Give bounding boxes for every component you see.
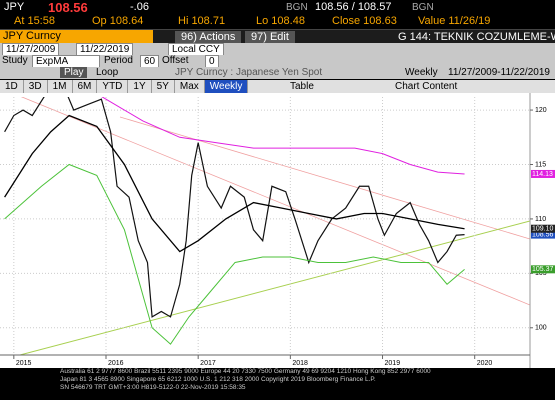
price-tag: 114.13 xyxy=(532,171,553,178)
study-row: Study ExpMA Period 60 Offset 0 xyxy=(0,55,555,68)
plot xyxy=(4,97,465,345)
toolbar: JPY Curncy 96) Actions 97) Edit G 144: T… xyxy=(0,29,555,44)
source: BGN xyxy=(412,2,434,13)
close: Close 108.63 xyxy=(332,15,397,27)
trend-line xyxy=(119,116,530,240)
trend-lines xyxy=(19,97,530,355)
price-tag-box xyxy=(531,230,555,239)
period-tabs: 1D 3D 1M 6M YTD 1Y 5Y Max Weekly xyxy=(0,80,249,93)
tab[interactable]: Weekly xyxy=(204,80,249,93)
price-tag: 105.37 xyxy=(532,266,554,273)
y-tick-label: 115 xyxy=(535,161,546,168)
price-tag-box xyxy=(531,224,555,233)
tab[interactable]: 1M xyxy=(48,80,73,93)
footer-line: Australia 61 2 9777 8600 Brazil 5511 239… xyxy=(60,368,431,375)
frequency: Weekly xyxy=(405,67,438,78)
date-row: 11/27/2009 11/22/2019 Local CCY xyxy=(0,43,555,56)
high: Hi 108.71 xyxy=(178,15,226,27)
footer: Australia 61 2 9777 8600 Brazil 5511 239… xyxy=(60,368,431,392)
series-line xyxy=(4,114,465,253)
tab[interactable]: YTD xyxy=(97,80,129,93)
y-tick-label: 100 xyxy=(535,325,547,332)
tab[interactable]: 1Y xyxy=(128,80,152,93)
period-label: Period xyxy=(104,55,133,66)
x-tick-label: 2016 xyxy=(108,360,124,367)
tab-row: 1D 3D 1M 6M YTD 1Y 5Y Max Weekly Table Chart Con… xyxy=(0,80,555,93)
value-date: Value 11/26/19 xyxy=(418,15,491,27)
chart-content-button[interactable]: Chart Content xyxy=(395,81,458,92)
price-tag-box xyxy=(531,265,555,274)
edit-menu[interactable]: 97) Edit xyxy=(245,31,295,43)
low: Lo 108.48 xyxy=(256,15,305,27)
stats-row: At 15:58 Op 108.64 Hi 108.71 Lo 108.48 C… xyxy=(0,15,555,28)
x-tick-label: 2017 xyxy=(200,360,216,367)
play-row: Play Loop JPY Curncy : Japanese Yen Spot… xyxy=(0,67,555,79)
x-tick-label: 2015 xyxy=(16,360,32,367)
last-price: 108.56 xyxy=(48,0,88,15)
actions-menu[interactable]: 96) Actions xyxy=(175,31,242,43)
study-label: Study xyxy=(2,55,28,66)
range: 11/27/2009-11/22/2019 xyxy=(448,67,550,78)
series-line xyxy=(4,97,465,318)
source: BGN xyxy=(286,2,308,13)
y-tick-label: 105 xyxy=(535,270,547,277)
loop-checkbox[interactable]: Loop xyxy=(96,67,119,78)
offset-label: Offset xyxy=(162,55,189,66)
play-button[interactable]: Play xyxy=(60,67,88,78)
change: -.06 xyxy=(130,1,149,13)
x-tick-label: 2018 xyxy=(292,360,308,367)
page-title: G 144: TEKNIK COZUMLEME-W1 xyxy=(398,31,555,43)
footer-line: SN 546679 TRT GMT+3:00 H819-5122-0 22-No… xyxy=(60,384,246,391)
bid-ask: 108.56 / 108.57 xyxy=(315,1,392,13)
chart: 100 105 110 115 120 2015 2016 2017 2018 2019 2020 1… xyxy=(0,93,555,368)
tab[interactable]: 6M xyxy=(73,80,98,93)
price-tag: 108.56 xyxy=(532,231,554,238)
open: Op 108.64 xyxy=(92,15,144,27)
quote-row: JPY 108.56 -.06 BGN 108.56 / 108.57 BGN xyxy=(0,0,555,15)
price-tag-box xyxy=(531,169,555,178)
series-line xyxy=(101,97,465,175)
chart-name: JPY Curncy : Japanese Yen Spot xyxy=(175,67,323,78)
y-tick-label: 120 xyxy=(535,107,547,114)
security[interactable]: JPY Curncy xyxy=(0,30,153,44)
trend-line xyxy=(19,220,530,355)
trend-line xyxy=(20,97,530,306)
table-button[interactable]: Table xyxy=(290,81,314,92)
footer-line: Japan 81 3 4565 8900 Singapore 65 6212 1… xyxy=(60,376,376,383)
ticker: JPY xyxy=(4,1,25,13)
tab[interactable]: 5Y xyxy=(152,80,175,93)
series-line xyxy=(4,163,465,345)
x-tick-label: 2020 xyxy=(477,360,493,367)
tab[interactable]: 3D xyxy=(24,80,48,93)
y-tick-label: 110 xyxy=(535,216,546,223)
time: At 15:58 xyxy=(14,15,55,27)
tab[interactable]: Max xyxy=(175,80,205,93)
tab[interactable]: 1D xyxy=(0,80,24,93)
price-tag: 109.10 xyxy=(532,226,554,233)
x-tick-label: 2019 xyxy=(385,360,401,367)
